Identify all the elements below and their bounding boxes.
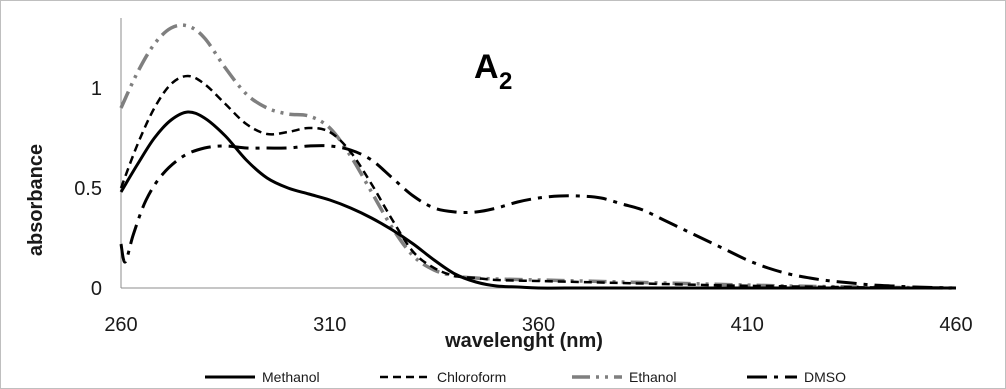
series-layer: [119, 23, 957, 290]
axes: [120, 18, 956, 289]
series-line-chloroform: [119, 74, 957, 290]
x-tick-label: 410: [731, 314, 764, 336]
series-line-methanol: [119, 110, 956, 290]
x-axis-label: wavelenght (nm): [444, 330, 603, 352]
legend-label-chloroform: Chloroform: [437, 369, 506, 385]
legend: Methanol Chloroform Ethanol DMSO: [205, 369, 846, 385]
x-tick-label: 460: [939, 314, 972, 336]
series-line-ethanol: [119, 23, 957, 290]
chart-title: A: [474, 48, 499, 86]
x-tick-label: 310: [313, 314, 346, 336]
chart-title-subscript: 2: [499, 68, 512, 95]
y-tick-label: 0: [91, 278, 102, 300]
tick-labels: 260 310 360 410 460 0 0.5 1: [74, 78, 973, 336]
y-axis-label: absorbance: [25, 144, 47, 256]
legend-label-ethanol: Ethanol: [629, 369, 676, 385]
x-tick-label: 360: [522, 314, 555, 336]
legend-label-dmso: DMSO: [804, 369, 846, 385]
series-line-dmso: [119, 144, 957, 290]
x-tick-label: 260: [104, 314, 137, 336]
legend-label-methanol: Methanol: [262, 369, 320, 385]
y-tick-label: 1: [91, 78, 102, 100]
y-tick-label: 0.5: [74, 178, 102, 200]
